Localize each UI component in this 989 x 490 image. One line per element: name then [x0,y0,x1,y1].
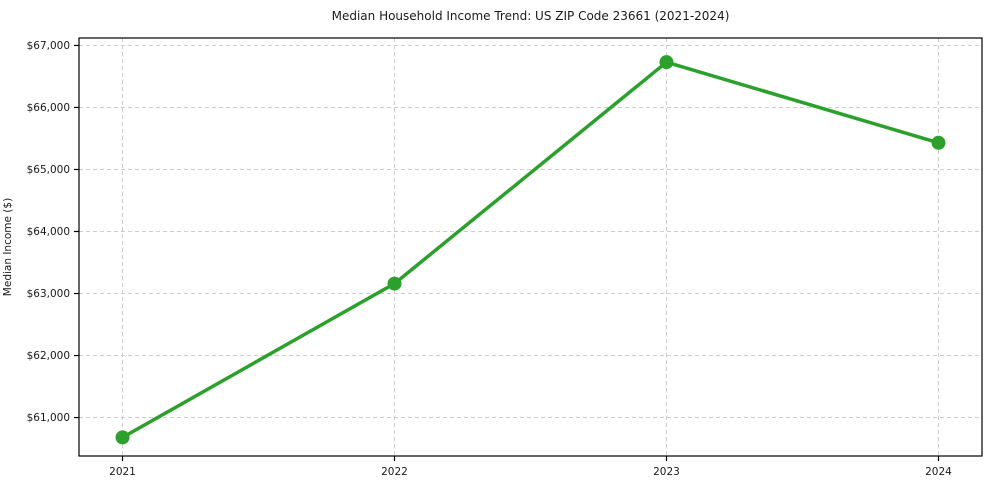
data-point [115,430,130,445]
y-tick-label: $65,000 [27,164,70,176]
y-tick-label: $66,000 [27,102,70,114]
data-point [659,55,674,70]
y-tick-label: $61,000 [27,412,70,424]
y-tick-label: $67,000 [27,40,70,52]
x-tick-label: 2024 [925,466,952,478]
chart-title: Median Household Income Trend: US ZIP Co… [331,9,730,23]
y-tick-label: $63,000 [27,288,70,300]
trend-line [120,60,941,440]
y-tick-label: $62,000 [27,350,70,362]
plot-border [78,37,983,457]
x-tick-label: 2021 [109,466,136,478]
x-tick-label: 2023 [653,466,680,478]
y-tick-label: $64,000 [27,226,70,238]
data-point [931,135,946,150]
x-tick-label: 2022 [381,466,408,478]
data-point [387,276,402,291]
